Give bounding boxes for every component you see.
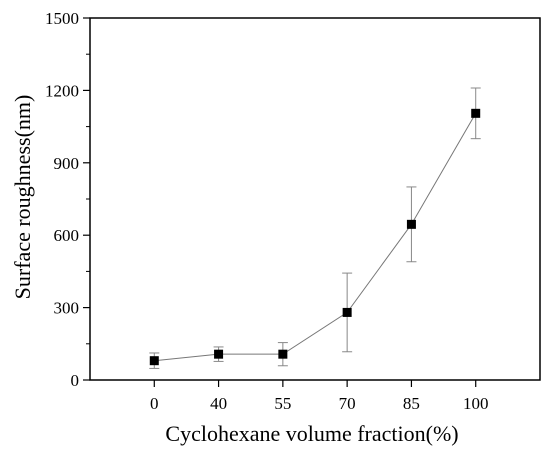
y-tick-label: 1500 bbox=[45, 9, 79, 28]
plot-frame bbox=[89, 17, 541, 381]
y-tick-label: 1200 bbox=[45, 81, 79, 100]
x-axis-title: Cyclohexane volume fraction(%) bbox=[165, 421, 458, 446]
plot-area: 0 300 600 900 1200 1500 0 40 55 70 85 100 bbox=[45, 9, 541, 413]
data-point bbox=[278, 349, 288, 359]
y-tick-label: 900 bbox=[54, 154, 80, 173]
x-tick-label: 85 bbox=[403, 394, 420, 413]
x-tick-label: 40 bbox=[210, 394, 227, 413]
data-point bbox=[406, 219, 416, 229]
y-tick-label: 0 bbox=[71, 371, 80, 390]
x-tick-label: 0 bbox=[150, 394, 159, 413]
y-tick-label: 600 bbox=[54, 226, 80, 245]
data-point bbox=[149, 356, 159, 366]
data-point bbox=[342, 307, 352, 317]
x-tick-label: 70 bbox=[339, 394, 356, 413]
x-tick-label: 55 bbox=[274, 394, 291, 413]
data-point bbox=[214, 349, 224, 359]
series-line bbox=[154, 113, 477, 362]
data-point bbox=[471, 108, 481, 118]
y-tick-label: 300 bbox=[54, 299, 80, 318]
y-axis-title: Surface roughness(nm) bbox=[10, 95, 35, 300]
x-tick-label: 100 bbox=[463, 394, 489, 413]
